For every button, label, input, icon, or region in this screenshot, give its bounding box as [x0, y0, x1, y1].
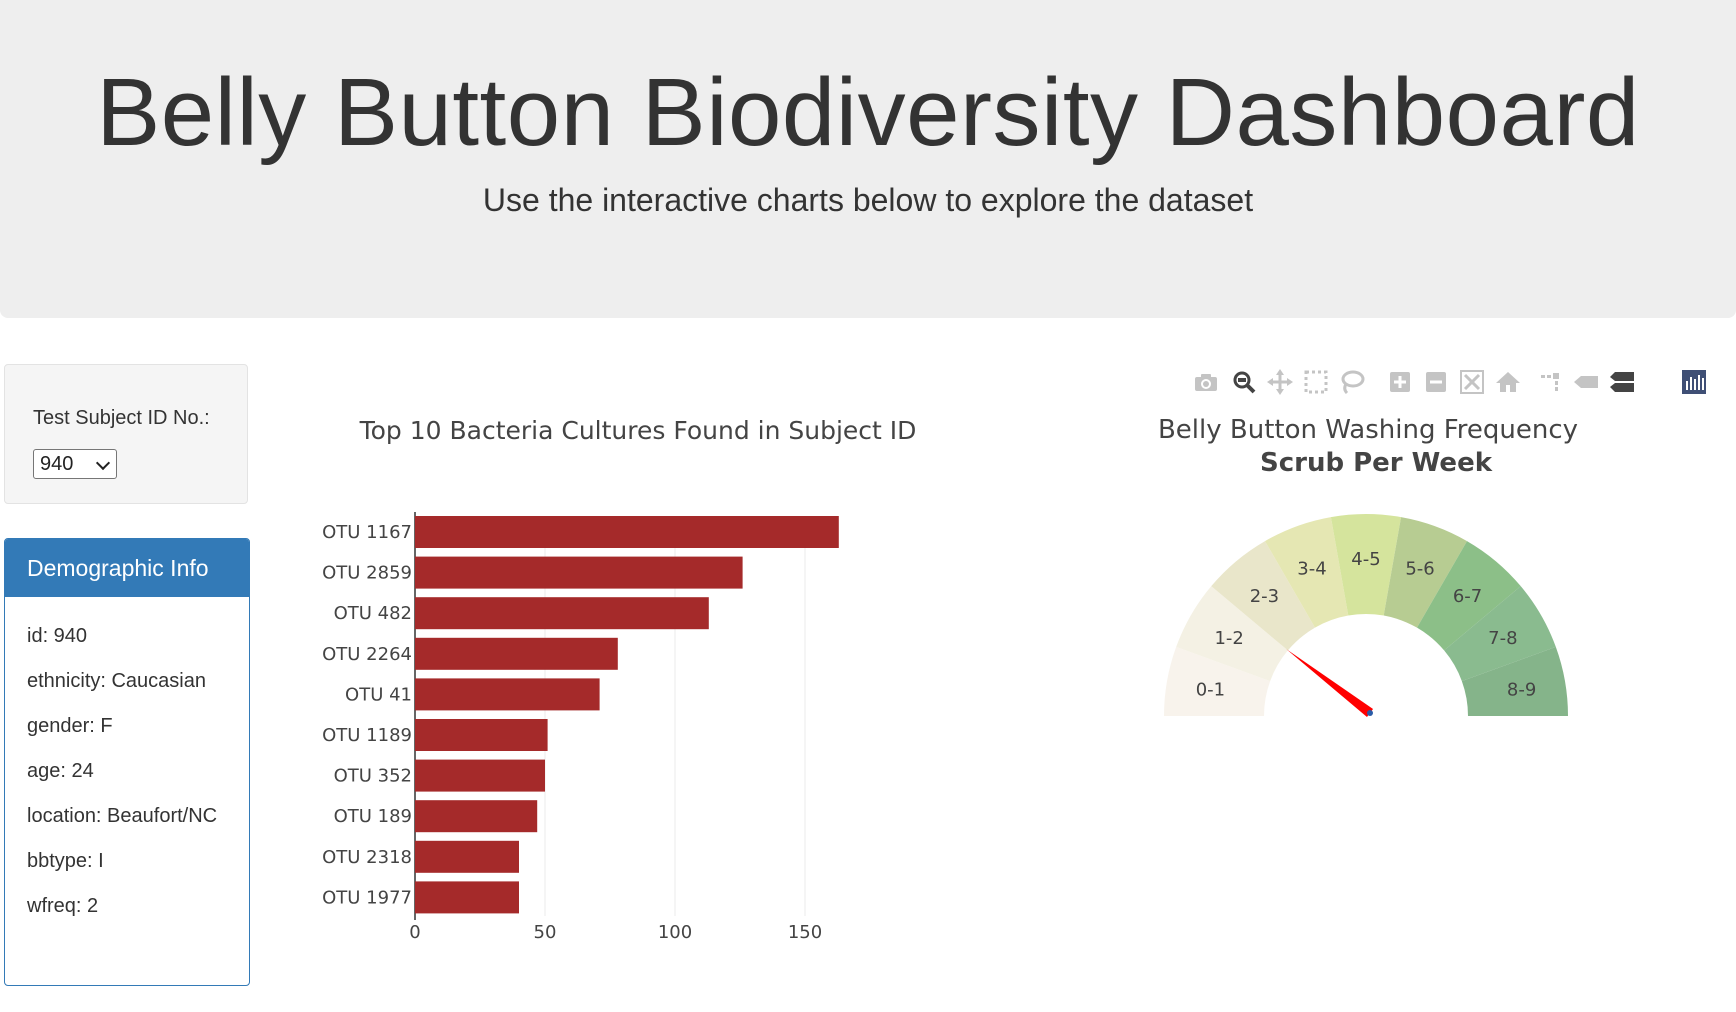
y-tick-label: OTU 1167	[322, 522, 412, 543]
bar-chart-title: Top 10 Bacteria Cultures Found in Subjec…	[359, 416, 917, 445]
y-tick-label: OTU 1189	[322, 725, 412, 746]
demographic-panel: Demographic Info id: 940 ethnicity: Cauc…	[4, 538, 250, 986]
bar[interactable]	[415, 759, 545, 792]
gauge-title: Belly Button Washing Frequency	[1158, 415, 1578, 445]
bar[interactable]	[415, 597, 709, 630]
gauge-step[interactable]	[1265, 517, 1349, 628]
spike-lines-icon[interactable]	[1534, 366, 1566, 398]
gauge-step-label: 1-2	[1214, 628, 1243, 649]
gauge-step[interactable]	[1330, 514, 1402, 616]
y-tick-label: OTU 41	[345, 684, 412, 705]
zoom-out-icon[interactable]	[1420, 366, 1452, 398]
demographic-list: id: 940 ethnicity: Caucasian gender: F a…	[27, 621, 242, 936]
lasso-select-icon[interactable]	[1336, 366, 1368, 398]
gauge-step-label: 2-3	[1250, 586, 1279, 607]
subject-selector-well: Test Subject ID No.: 940	[4, 364, 248, 504]
y-tick-label: OTU 189	[334, 806, 412, 827]
camera-icon[interactable]	[1190, 366, 1222, 398]
zoom-in-icon[interactable]	[1384, 366, 1416, 398]
bar[interactable]	[415, 840, 519, 873]
x-tick-label: 150	[788, 922, 822, 943]
pan-icon[interactable]	[1264, 366, 1296, 398]
gauge-step[interactable]	[1164, 646, 1271, 716]
subject-select-label: Test Subject ID No.:	[33, 407, 210, 429]
page-title: Belly Button Biodiversity Dashboard	[96, 59, 1640, 166]
gauge-step-label: 3-4	[1297, 559, 1326, 580]
x-tick-label: 0	[409, 922, 420, 943]
gauge-step[interactable]	[1461, 646, 1568, 716]
bar[interactable]	[415, 637, 618, 670]
gauge-step[interactable]	[1211, 541, 1315, 651]
box-select-icon[interactable]	[1300, 366, 1332, 398]
gauge-needle-pivot	[1367, 710, 1373, 716]
top-bacteria-bar-chart[interactable]: Top 10 Bacteria Cultures Found in Subjec…	[290, 370, 990, 950]
x-tick-label: 50	[534, 922, 557, 943]
bar[interactable]	[415, 881, 519, 914]
gauge-subtitle: Scrub Per Week	[1260, 448, 1493, 478]
demo-item-ethnicity: ethnicity: Caucasian	[27, 670, 206, 692]
gauge-step[interactable]	[1417, 541, 1521, 651]
demo-item-id: id: 940	[27, 625, 88, 647]
autoscale-icon[interactable]	[1456, 366, 1488, 398]
gauge-needle	[1286, 649, 1374, 717]
demo-item-bbtype: bbtype: I	[27, 850, 104, 872]
gauge-step[interactable]	[1176, 586, 1288, 682]
y-tick-label: OTU 2264	[322, 644, 412, 665]
gauge-step[interactable]	[1444, 586, 1556, 682]
demo-item-wfreq: wfreq: 2	[27, 895, 99, 917]
gauge-step-label: 5-6	[1405, 559, 1434, 580]
y-tick-label: OTU 352	[334, 766, 412, 787]
gauge-step-label: 0-1	[1196, 680, 1225, 701]
gauge-step[interactable]	[1383, 517, 1467, 628]
subject-id-value: 940	[40, 453, 74, 475]
gauge-step-label: 7-8	[1488, 628, 1517, 649]
bar[interactable]	[415, 516, 839, 548]
y-tick-label: OTU 1977	[322, 887, 412, 908]
y-tick-label: OTU 2318	[322, 847, 412, 868]
chevron-down-icon	[95, 455, 111, 471]
demo-item-age: age: 24	[27, 760, 94, 782]
plotly-logo-icon[interactable]	[1678, 366, 1710, 398]
washing-frequency-gauge[interactable]: Belly Button Washing Frequency Scrub Per…	[1110, 400, 1630, 760]
y-tick-label: OTU 2859	[322, 563, 412, 584]
bar[interactable]	[415, 719, 548, 751]
demographic-panel-title: Demographic Info	[5, 539, 249, 597]
reset-axes-icon[interactable]	[1492, 366, 1524, 398]
hover-compare-icon[interactable]	[1606, 366, 1638, 398]
zoom-icon[interactable]	[1228, 366, 1260, 398]
subject-id-select[interactable]: 940	[33, 449, 117, 479]
page-subtitle: Use the interactive charts below to expl…	[482, 182, 1254, 218]
gauge-step-label: 4-5	[1351, 549, 1380, 570]
bar[interactable]	[415, 556, 743, 589]
bar[interactable]	[415, 800, 538, 833]
bar[interactable]	[415, 678, 600, 711]
demo-item-location: location: Beaufort/NC	[27, 805, 218, 827]
hover-closest-icon[interactable]	[1570, 366, 1602, 398]
y-tick-label: OTU 482	[334, 603, 412, 624]
gauge-step-label: 6-7	[1453, 586, 1482, 607]
x-tick-label: 100	[658, 922, 692, 943]
chart-modebar	[1190, 366, 1720, 400]
demo-item-gender: gender: F	[27, 715, 113, 737]
header-jumbotron: Belly Button Biodiversity Dashboard Use …	[0, 0, 1736, 318]
gauge-step-label: 8-9	[1507, 680, 1536, 701]
